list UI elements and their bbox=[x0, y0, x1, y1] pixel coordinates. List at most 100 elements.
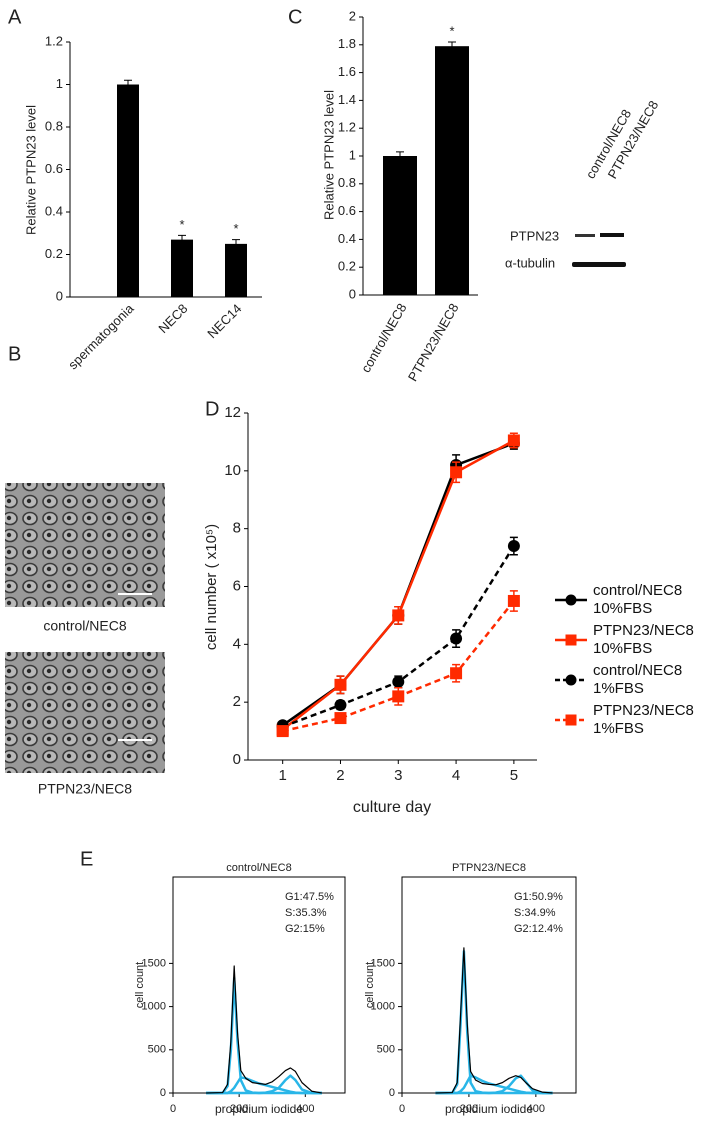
annotation: G2:15% bbox=[285, 923, 325, 935]
chart-title: PTPN23/NEC8 bbox=[452, 862, 526, 874]
bar bbox=[435, 46, 469, 295]
error-bar bbox=[232, 239, 240, 249]
legend-marker bbox=[565, 594, 577, 606]
x-axis-label: propidium iodide bbox=[215, 1102, 303, 1116]
y-axis-label: Relative PTPN23 level bbox=[23, 105, 38, 235]
x-tick-label: 400 bbox=[527, 1103, 545, 1115]
x-tick-label: 400 bbox=[296, 1103, 314, 1115]
legend-label: PTPN23/NEC8 10%FBS bbox=[593, 622, 694, 657]
marker bbox=[392, 675, 405, 688]
x-tick-label: 0 bbox=[170, 1103, 176, 1115]
y-tick-label: 0 bbox=[56, 288, 63, 303]
series-line bbox=[206, 965, 322, 1094]
legend-label: PTPN23/NEC8 1%FBS bbox=[593, 702, 694, 737]
y-tick-label: 1.2 bbox=[45, 33, 63, 48]
y-tick-label: 12 bbox=[224, 404, 241, 421]
legend-item: PTPN23/NEC8 10%FBS bbox=[553, 622, 703, 658]
blot-row-label: PTPN23 bbox=[510, 228, 559, 243]
micrograph bbox=[5, 483, 165, 607]
bar bbox=[383, 156, 417, 295]
y-tick-label: 10 bbox=[224, 462, 241, 479]
y-tick-label: 1.4 bbox=[338, 92, 356, 107]
y-axis-label: cell count bbox=[134, 962, 146, 1008]
x-tick-label: 200 bbox=[230, 1103, 248, 1115]
legend-label: control/NEC8 10%FBS bbox=[593, 582, 683, 617]
y-tick-label: 0.8 bbox=[338, 175, 356, 190]
blot-row-label: α-tubulin bbox=[505, 255, 555, 270]
micrograph-label: PTPN23/NEC8 bbox=[38, 781, 132, 797]
series-line bbox=[435, 950, 553, 1095]
micrograph bbox=[5, 652, 165, 773]
x-tick-label: control/NEC8 bbox=[358, 301, 410, 375]
bar bbox=[225, 243, 247, 297]
panel-letter: B bbox=[8, 343, 21, 365]
x-axis-label: propidium iodide bbox=[445, 1102, 533, 1116]
y-axis-label: Relative PTPN23 level bbox=[321, 90, 336, 220]
x-tick-label: spermatogonia bbox=[65, 300, 137, 372]
x-tick-label: 200 bbox=[460, 1103, 478, 1115]
legend-marker bbox=[565, 714, 577, 726]
y-tick-label: 0.4 bbox=[338, 231, 356, 246]
y-tick-label: 8 bbox=[233, 520, 241, 537]
y-axis-label: cell number ( x10⁵) bbox=[203, 524, 220, 650]
annotation: G1:50.9% bbox=[514, 891, 563, 903]
legend-item: PTPN23/NEC8 1%FBS bbox=[553, 702, 703, 738]
series-line bbox=[435, 1074, 553, 1095]
marker bbox=[392, 690, 405, 703]
y-tick-label: 0.2 bbox=[45, 246, 63, 261]
y-tick-label: 0.2 bbox=[338, 259, 356, 274]
legend-swatch bbox=[555, 714, 587, 726]
blot-band bbox=[575, 234, 595, 237]
annotation: S:35.3% bbox=[285, 907, 327, 919]
significance-mark: * bbox=[449, 23, 454, 38]
marker bbox=[334, 712, 347, 725]
y-tick-label: 0 bbox=[233, 751, 241, 768]
series-line bbox=[435, 947, 553, 1094]
marker bbox=[392, 609, 405, 622]
y-tick-label: 0 bbox=[160, 1087, 166, 1099]
y-tick-label: 500 bbox=[377, 1044, 395, 1056]
marker bbox=[450, 667, 463, 680]
y-tick-label: 1500 bbox=[142, 957, 166, 969]
y-tick-label: 2 bbox=[349, 8, 356, 23]
y-tick-label: 1500 bbox=[371, 957, 395, 969]
significance-mark: * bbox=[179, 217, 184, 232]
y-tick-label: 500 bbox=[148, 1044, 166, 1056]
annotation: S:34.9% bbox=[514, 907, 556, 919]
legend-swatch bbox=[555, 634, 587, 646]
y-tick-label: 1 bbox=[56, 76, 63, 91]
marker bbox=[507, 540, 520, 553]
error-bar bbox=[448, 41, 456, 51]
series-line bbox=[206, 1074, 322, 1095]
marker bbox=[450, 466, 463, 479]
error-bar bbox=[178, 234, 186, 244]
x-axis-label: culture day bbox=[353, 799, 431, 816]
panel-letter: D bbox=[205, 398, 219, 420]
marker bbox=[450, 632, 463, 645]
annotation: G1:47.5% bbox=[285, 891, 334, 903]
y-tick-label: 0.8 bbox=[45, 118, 63, 133]
x-tick-label: NEC14 bbox=[204, 301, 244, 341]
y-tick-label: 0 bbox=[349, 286, 356, 301]
y-tick-label: 1 bbox=[349, 147, 356, 162]
legend: control/NEC8 10%FBS PTPN23/NEC8 10%FBS con… bbox=[553, 582, 703, 742]
micrograph-label: control/NEC8 bbox=[43, 618, 126, 634]
legend-label: control/NEC8 1%FBS bbox=[593, 662, 683, 697]
blot-band bbox=[600, 233, 624, 237]
bar bbox=[117, 84, 139, 297]
y-tick-label: 6 bbox=[233, 577, 241, 594]
legend-swatch bbox=[555, 594, 587, 606]
y-axis-label: cell count bbox=[364, 962, 376, 1008]
series-line bbox=[206, 976, 322, 1095]
y-tick-label: 4 bbox=[233, 635, 241, 652]
legend-swatch bbox=[555, 674, 587, 686]
marker bbox=[507, 594, 520, 607]
marker bbox=[507, 434, 520, 447]
marker bbox=[334, 678, 347, 691]
error-bar bbox=[396, 151, 404, 161]
y-tick-label: 0.6 bbox=[45, 161, 63, 176]
x-tick-label: NEC8 bbox=[155, 301, 190, 336]
y-tick-label: 1.2 bbox=[338, 120, 356, 135]
y-tick-label: 1.8 bbox=[338, 36, 356, 51]
panel-letter: E bbox=[80, 848, 93, 870]
